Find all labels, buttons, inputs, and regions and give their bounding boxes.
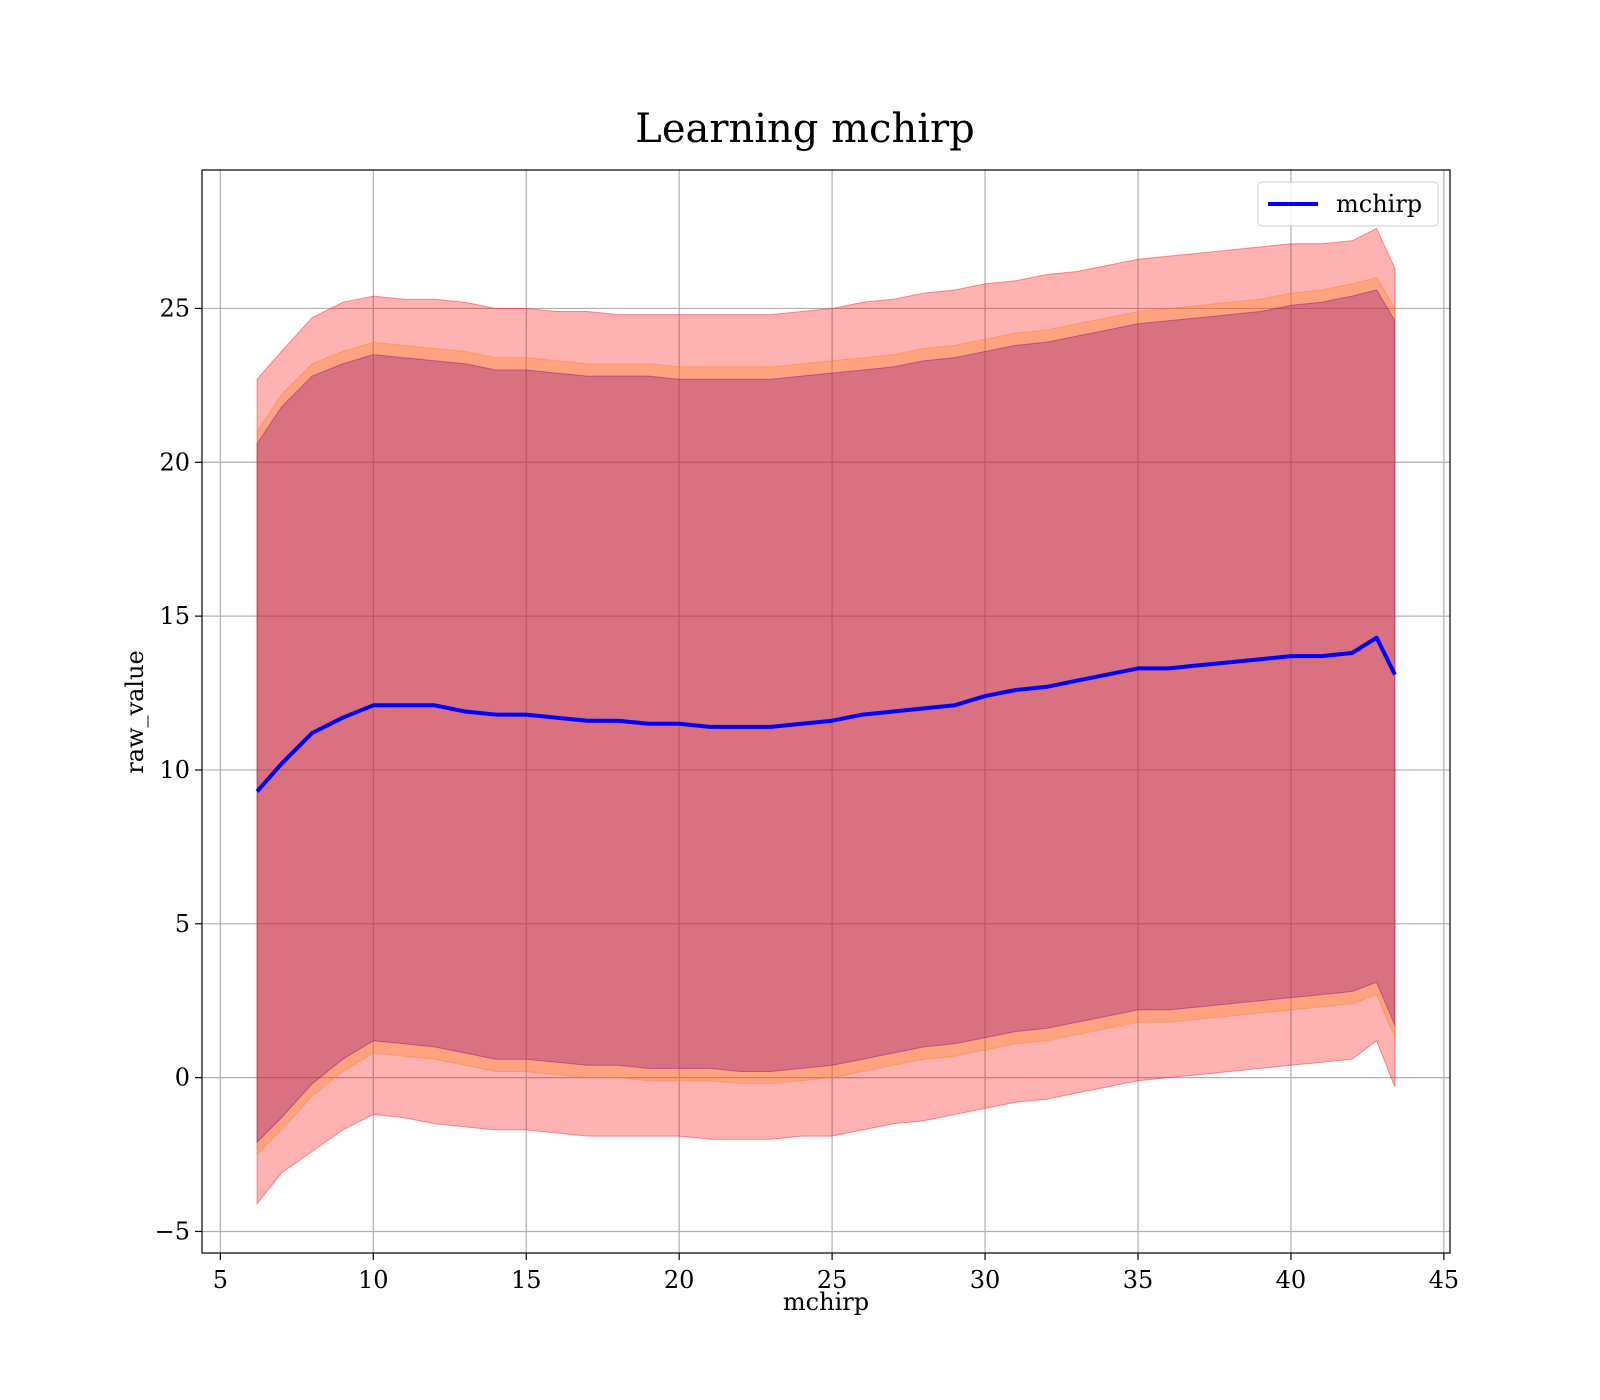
x-tick-label: 30 <box>970 1266 1001 1294</box>
x-tick-label: 5 <box>213 1266 228 1294</box>
plot-frame <box>201 169 1451 1254</box>
legend-box <box>1257 181 1439 227</box>
y-tick-label: 5 <box>175 910 190 938</box>
x-tick-label: 45 <box>1429 1266 1460 1294</box>
band-inner <box>256 289 1396 1144</box>
series-line-mchirp <box>255 635 1397 793</box>
chart-title: Learning mchirp <box>635 106 974 152</box>
x-tick-label: 35 <box>1123 1266 1154 1294</box>
y-tick-label: 0 <box>175 1064 190 1092</box>
axis-ticks: 5 10 15 20 25 30 35 40 45 −5 0 5 10 15 20 25 <box>155 294 1460 1294</box>
y-tick-label: 25 <box>159 294 190 322</box>
x-axis-label: mchirp <box>783 1288 869 1316</box>
legend-label-mchirp: mchirp <box>1336 190 1422 218</box>
x-tick-label: 15 <box>511 1266 542 1294</box>
band-middle <box>256 277 1396 1156</box>
x-tick-label: 25 <box>817 1266 848 1294</box>
band-outer <box>256 227 1396 1206</box>
x-tick-label: 40 <box>1276 1266 1307 1294</box>
x-tick-label: 10 <box>358 1266 389 1294</box>
confidence-bands <box>256 227 1396 1206</box>
y-axis-label: raw_value <box>121 650 149 774</box>
y-tick-label: 15 <box>159 602 190 630</box>
series-lines <box>255 635 1397 793</box>
x-tick-label: 20 <box>664 1266 695 1294</box>
y-tick-label: −5 <box>155 1217 190 1245</box>
y-tick-label: 10 <box>159 756 190 784</box>
y-tick-label: 20 <box>159 448 190 476</box>
grid-lines <box>202 170 1450 1253</box>
legend: mchirp <box>1257 181 1439 227</box>
